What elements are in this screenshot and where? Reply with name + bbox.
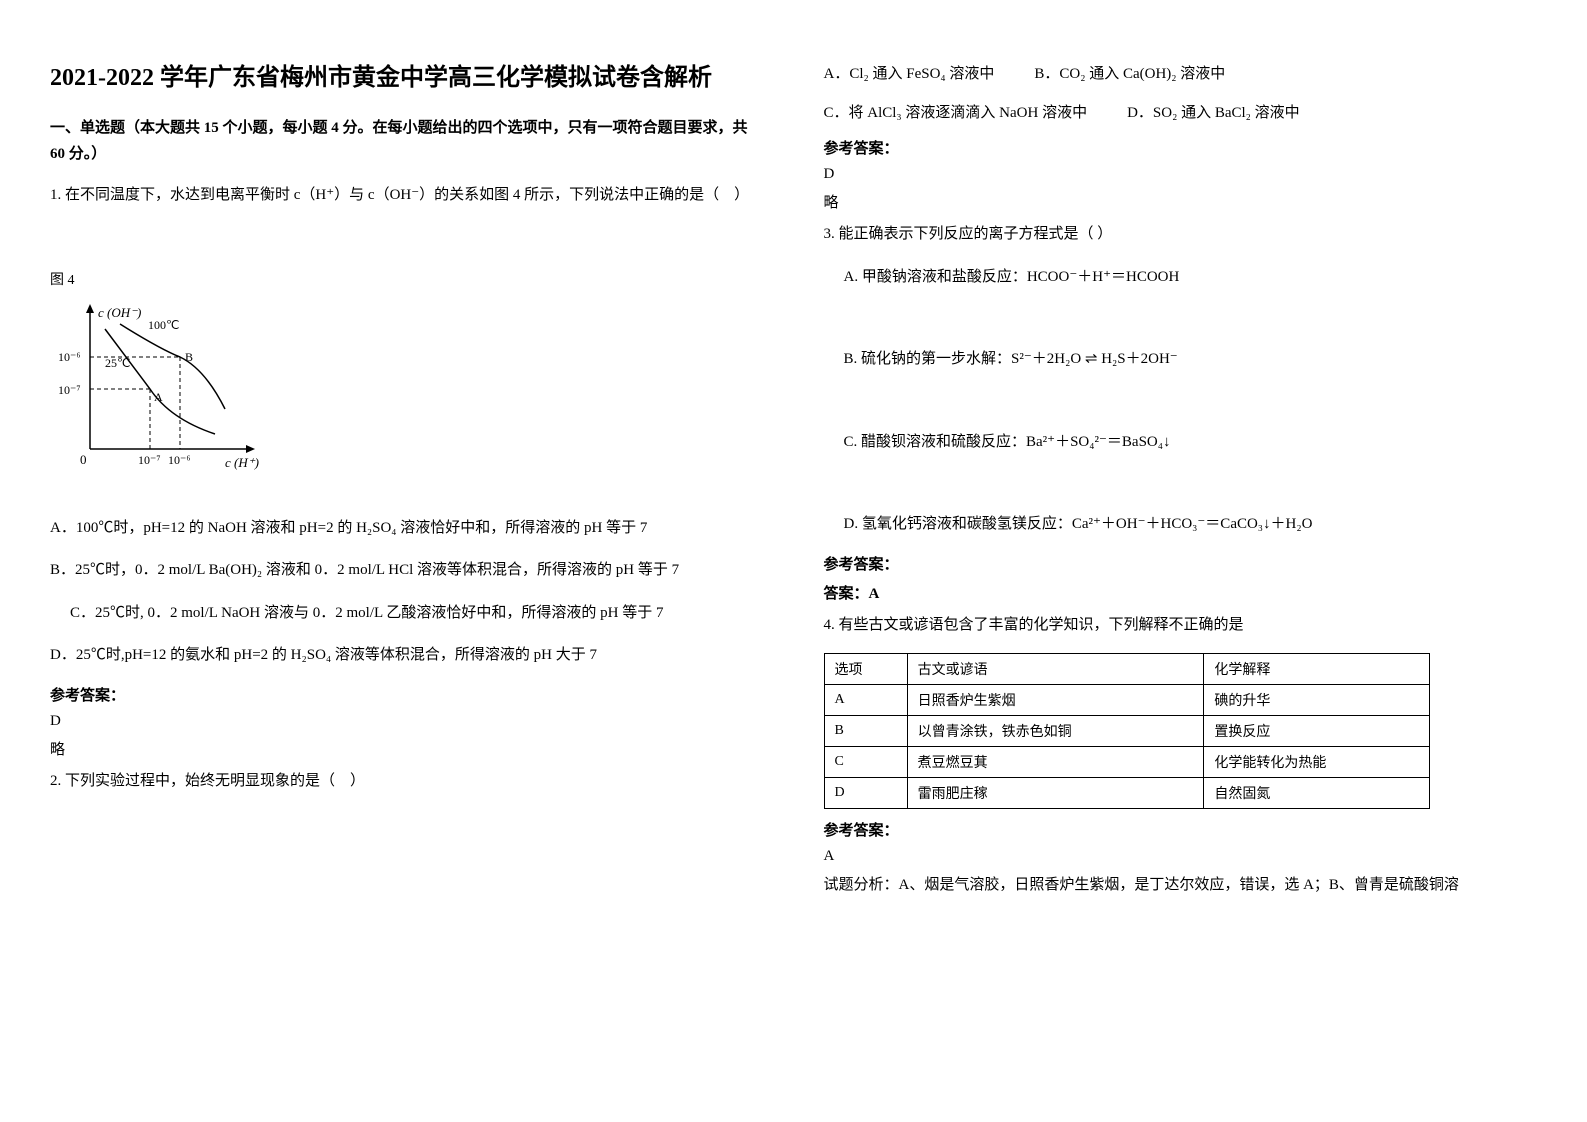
- svg-text:c (OH⁻): c (OH⁻): [98, 305, 141, 320]
- cell: 煮豆燃豆萁: [907, 747, 1204, 778]
- q2-opt-c: C．将 AlCl₃ 溶液逐滴滴入 NaOH 溶液中: [824, 99, 1088, 128]
- q1-stem: 1. 在不同温度下，水达到电离平衡时 c（H⁺）与 c（OH⁻）的关系如图 4 …: [50, 181, 764, 210]
- table-row: B 以曾青涂铁，铁赤色如铜 置换反应: [824, 716, 1429, 747]
- svg-text:0: 0: [80, 452, 87, 467]
- svg-text:A: A: [154, 390, 163, 404]
- svg-text:25℃: 25℃: [105, 356, 130, 370]
- left-column: 2021-2022 学年广东省梅州市黄金中学高三化学模拟试卷含解析 一、单选题（…: [50, 60, 764, 902]
- cell: 化学能转化为热能: [1204, 747, 1430, 778]
- th-2: 化学解释: [1204, 654, 1430, 685]
- q4-analysis: 试题分析：A、烟是气溶胶，日照香炉生紫烟，是丁达尔效应，错误，选 A；B、曾青是…: [824, 873, 1538, 894]
- cell: 雷雨肥庄稼: [907, 778, 1204, 809]
- section-1-head: 一、单选题（本大题共 15 个小题，每小题 4 分。在每小题给出的四个选项中，只…: [50, 116, 764, 167]
- svg-text:10⁻⁶: 10⁻⁶: [58, 350, 81, 364]
- exam-title: 2021-2022 学年广东省梅州市黄金中学高三化学模拟试卷含解析: [50, 60, 764, 96]
- svg-text:B: B: [185, 350, 193, 364]
- q2-opt-b: B．CO₂ 通入 Ca(OH)₂ 溶液中: [1034, 60, 1225, 89]
- cell: C: [824, 747, 907, 778]
- q3-stem: 3. 能正确表示下列反应的离子方程式是（ ）: [824, 220, 1538, 249]
- q2-answer: D: [824, 166, 1538, 183]
- q1-opt-d: D．25℃时,pH=12 的氨水和 pH=2 的 H₂SO₄ 溶液等体积混合，所…: [50, 641, 764, 670]
- q2-opt-a: A．Cl₂ 通入 FeSO₄ 溶液中: [824, 60, 995, 89]
- svg-text:100℃: 100℃: [148, 318, 179, 332]
- q2-answer-label: 参考答案：: [824, 137, 1538, 158]
- figure-4-graph: c (OH⁻) c (H⁺) 0 10⁻⁶ 10⁻⁷ 10⁻⁷ 10⁻⁶: [50, 299, 764, 484]
- q1-brief: 略: [50, 738, 764, 759]
- exam-page: 2021-2022 学年广东省梅州市黄金中学高三化学模拟试卷含解析 一、单选题（…: [50, 60, 1537, 902]
- q3-answer-label: 参考答案：: [824, 553, 1538, 574]
- table-row: A 日照香炉生紫烟 碘的升华: [824, 685, 1429, 716]
- q1-opt-a: A．100℃时，pH=12 的 NaOH 溶液和 pH=2 的 H₂SO₄ 溶液…: [50, 514, 764, 543]
- cell: B: [824, 716, 907, 747]
- svg-text:c (H⁺): c (H⁺): [225, 455, 259, 470]
- q2-opts-row1: A．Cl₂ 通入 FeSO₄ 溶液中 B．CO₂ 通入 Ca(OH)₂ 溶液中: [824, 60, 1538, 89]
- th-1: 古文或谚语: [907, 654, 1204, 685]
- q3-opt-c: C. 醋酸钡溶液和硫酸反应：Ba²⁺＋SO₄²⁻＝BaSO₄↓: [824, 428, 1538, 457]
- cell: 自然固氮: [1204, 778, 1430, 809]
- th-0: 选项: [824, 654, 907, 685]
- svg-text:10⁻⁶: 10⁻⁶: [168, 453, 191, 467]
- q2-opts-row2: C．将 AlCl₃ 溶液逐滴滴入 NaOH 溶液中 D．SO₂ 通入 BaCl₂…: [824, 99, 1538, 128]
- q1-answer-label: 参考答案：: [50, 684, 764, 705]
- q2-brief: 略: [824, 191, 1538, 212]
- cell: 碘的升华: [1204, 685, 1430, 716]
- figure-4-label: 图 4: [50, 269, 764, 289]
- q3-opt-a: A. 甲酸钠溶液和盐酸反应：HCOO⁻＋H⁺＝HCOOH: [824, 263, 1538, 292]
- q1-opt-b: B．25℃时，0．2 mol/L Ba(OH)₂ 溶液和 0．2 mol/L H…: [50, 556, 764, 585]
- q4-stem: 4. 有些古文或谚语包含了丰富的化学知识，下列解释不正确的是: [824, 611, 1538, 640]
- svg-text:10⁻⁷: 10⁻⁷: [138, 453, 161, 467]
- q1-opt-c: C．25℃时, 0．2 mol/L NaOH 溶液与 0．2 mol/L 乙酸溶…: [50, 599, 764, 628]
- table-head-row: 选项 古文或谚语 化学解释: [824, 654, 1429, 685]
- q4-answer: A: [824, 848, 1538, 865]
- graph-svg: c (OH⁻) c (H⁺) 0 10⁻⁶ 10⁻⁷ 10⁻⁷ 10⁻⁶: [50, 299, 270, 479]
- q3-answer-line: 答案：A: [824, 582, 1538, 603]
- cell: 置换反应: [1204, 716, 1430, 747]
- q2-stem: 2. 下列实验过程中，始终无明显现象的是（ ）: [50, 767, 764, 796]
- cell: 以曾青涂铁，铁赤色如铜: [907, 716, 1204, 747]
- table-row: D 雷雨肥庄稼 自然固氮: [824, 778, 1429, 809]
- right-column: A．Cl₂ 通入 FeSO₄ 溶液中 B．CO₂ 通入 Ca(OH)₂ 溶液中 …: [824, 60, 1538, 902]
- svg-text:10⁻⁷: 10⁻⁷: [58, 383, 81, 397]
- q3-opt-b: B. 硫化钠的第一步水解：S²⁻＋2H₂O ⇌ H₂S＋2OH⁻: [824, 345, 1538, 374]
- cell: 日照香炉生紫烟: [907, 685, 1204, 716]
- table-row: C 煮豆燃豆萁 化学能转化为热能: [824, 747, 1429, 778]
- q4-table: 选项 古文或谚语 化学解释 A 日照香炉生紫烟 碘的升华 B 以曾青涂铁，铁赤色…: [824, 653, 1430, 809]
- cell: A: [824, 685, 907, 716]
- cell: D: [824, 778, 907, 809]
- q3-opt-d: D. 氢氧化钙溶液和碳酸氢镁反应：Ca²⁺＋OH⁻＋HCO₃⁻＝CaCO₃↓＋H…: [824, 510, 1538, 539]
- q4-answer-label: 参考答案：: [824, 819, 1538, 840]
- q1-answer: D: [50, 713, 764, 730]
- q2-opt-d: D．SO₂ 通入 BaCl₂ 溶液中: [1127, 99, 1300, 128]
